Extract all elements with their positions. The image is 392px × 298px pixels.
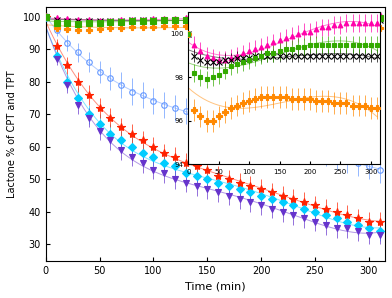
Y-axis label: Lactone % of CPT and TPT: Lactone % of CPT and TPT xyxy=(7,70,17,198)
X-axis label: Time (min): Time (min) xyxy=(185,281,246,291)
